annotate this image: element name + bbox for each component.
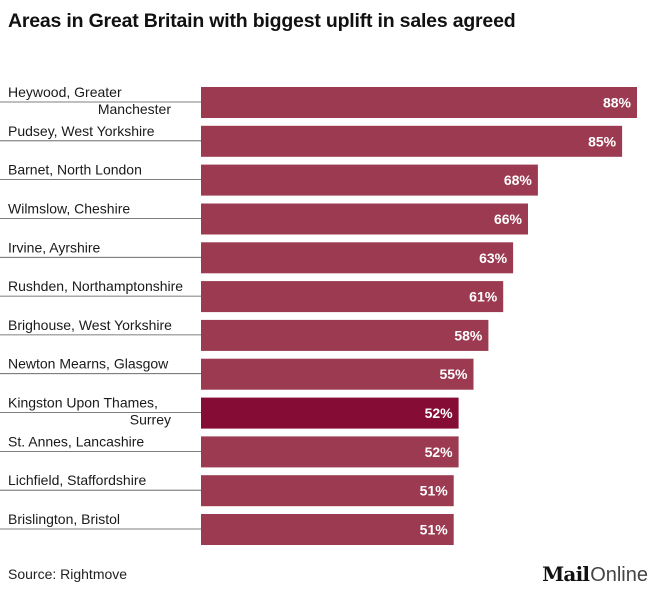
category-label-line2: Manchester	[98, 101, 171, 117]
bar	[201, 242, 514, 274]
data-label: 85%	[588, 133, 617, 149]
bar	[201, 358, 474, 390]
category-label: Kingston Upon Thames,	[8, 395, 158, 411]
data-label: 52%	[425, 444, 454, 460]
category-label: Irvine, Ayrshire	[8, 239, 101, 255]
bar	[201, 164, 538, 196]
data-label: 55%	[439, 366, 468, 382]
category-label: Brighouse, West Yorkshire	[8, 317, 172, 333]
bar	[201, 281, 504, 313]
data-label: 88%	[603, 95, 632, 111]
category-label: Newton Mearns, Glasgow	[8, 356, 169, 372]
mailonline-logo: MailOnline	[542, 563, 648, 586]
bar	[201, 514, 454, 545]
logo-online-text: Online	[590, 564, 648, 586]
category-label: Heywood, Greater	[8, 84, 122, 100]
bar	[201, 319, 489, 351]
category-label: Wilmslow, Cheshire	[8, 201, 130, 217]
data-label: 58%	[454, 327, 483, 343]
source-note: Source: Rightmove	[8, 566, 128, 582]
bar	[201, 203, 528, 235]
data-label: 52%	[425, 405, 454, 421]
category-label: Rushden, Northamptonshire	[8, 278, 183, 294]
category-label: St. Annes, Lancashire	[8, 433, 144, 449]
category-label-line2: Surrey	[130, 412, 171, 428]
data-label: 51%	[420, 483, 449, 499]
bar	[201, 125, 623, 157]
bar	[201, 475, 454, 507]
data-label: 66%	[494, 211, 523, 227]
category-label: Lichfield, Staffordshire	[8, 472, 146, 488]
data-label: 63%	[479, 250, 508, 266]
category-label: Barnet, North London	[8, 162, 142, 178]
bar	[201, 87, 637, 118]
data-label: 61%	[469, 289, 498, 305]
data-label: 51%	[420, 522, 449, 538]
data-label: 68%	[504, 172, 533, 188]
category-label: Pudsey, West Yorkshire	[8, 123, 155, 139]
logo-mail-text: Mail	[542, 562, 590, 586]
chart-title: Areas in Great Britain with biggest upli…	[8, 10, 516, 32]
category-label: Brislington, Bristol	[8, 511, 120, 527]
bar	[201, 397, 459, 429]
bar	[201, 436, 459, 468]
